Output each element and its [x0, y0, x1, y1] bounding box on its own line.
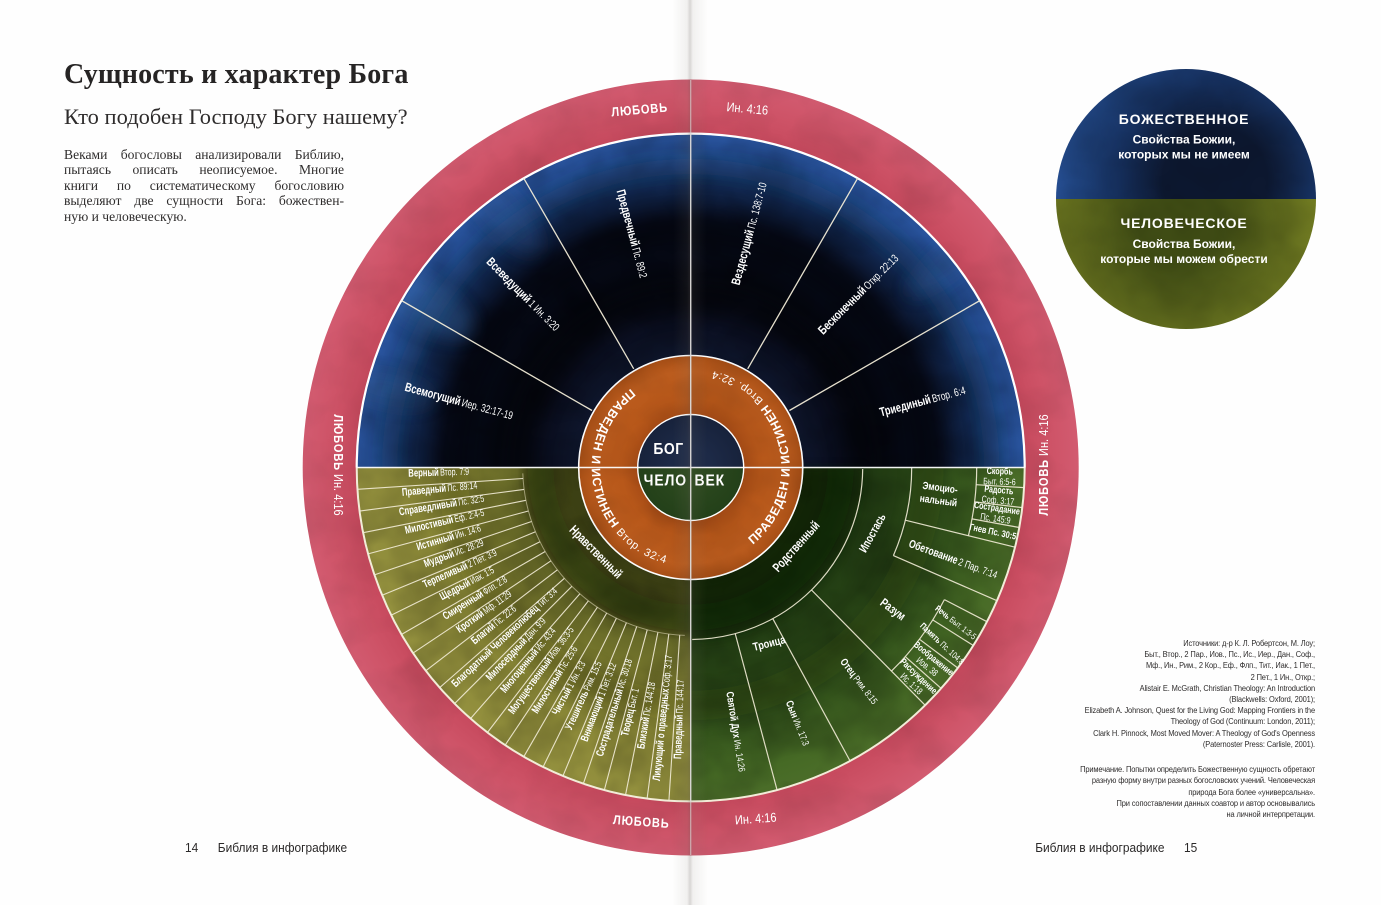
- svg-text:ЛЮБОВЬ: ЛЮБОВЬ: [613, 812, 671, 831]
- svg-text:ЧЕЛО: ЧЕЛО: [644, 473, 687, 490]
- svg-text:ЛЮБОВЬ Ин. 4:16: ЛЮБОВЬ Ин. 4:16: [331, 414, 346, 516]
- svg-text:ЛЮБОВЬ Ин. 4:16: ЛЮБОВЬ Ин. 4:16: [1036, 414, 1051, 516]
- svg-text:СостраданиеПс. 145:9: СостраданиеПс. 145:9: [972, 499, 1021, 528]
- svg-text:которые мы можем обрести: которые мы можем обрести: [1100, 252, 1267, 266]
- svg-text:Свойства Божии,: Свойства Божии,: [1133, 237, 1236, 251]
- svg-text:РадостьСоф. 3:17: РадостьСоф. 3:17: [981, 483, 1016, 508]
- svg-text:которых мы не имеем: которых мы не имеем: [1118, 148, 1250, 162]
- svg-text:ВЕК: ВЕК: [695, 473, 726, 490]
- svg-text:ЛЮБОВЬ: ЛЮБОВЬ: [611, 100, 669, 120]
- svg-text:Ин. 4:16: Ин. 4:16: [726, 99, 769, 118]
- svg-text:Верный Втор. 7:9: Верный Втор. 7:9: [408, 465, 469, 480]
- svg-text:ЧЕЛОВЕЧЕСКОЕ: ЧЕЛОВЕЧЕСКОЕ: [1121, 215, 1248, 231]
- svg-text:БОГ: БОГ: [653, 441, 683, 458]
- svg-text:СкорбьБыт. 6:5-6: СкорбьБыт. 6:5-6: [983, 465, 1016, 488]
- svg-text:Эмоцио-нальный: Эмоцио-нальный: [919, 480, 960, 510]
- svg-text:Праведный Пс. 144:17: Праведный Пс. 144:17: [672, 679, 687, 759]
- svg-text:Ин. 4:16: Ин. 4:16: [734, 810, 777, 828]
- svg-text:Свойства Божии,: Свойства Божии,: [1133, 133, 1236, 147]
- svg-text:БОЖЕСТВЕННОЕ: БОЖЕСТВЕННОЕ: [1119, 111, 1250, 127]
